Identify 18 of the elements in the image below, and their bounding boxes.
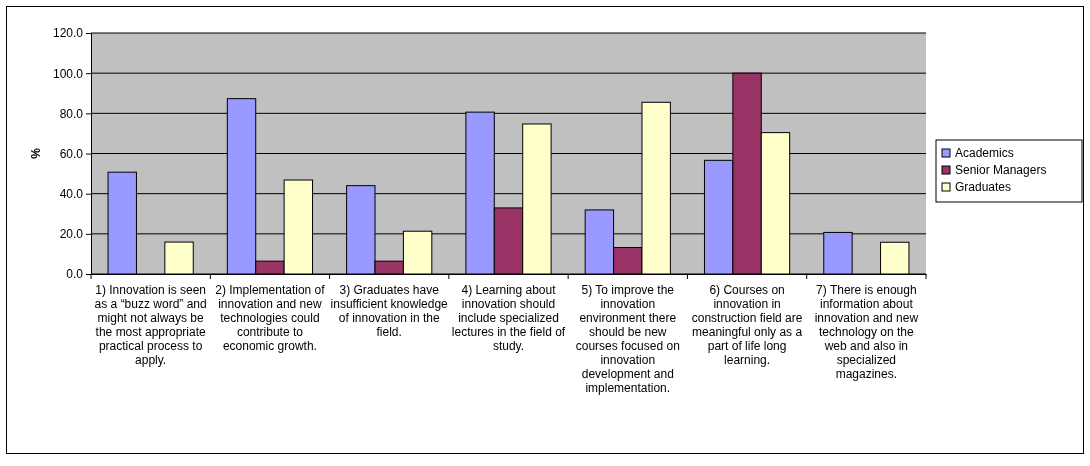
x-tick-label: 3) Graduates have insufficient knowledge of innovation in the field. xyxy=(330,283,449,339)
legend-label: Graduates xyxy=(955,180,1012,194)
y-tick-label: 40.0 xyxy=(59,187,84,202)
y-tick-label: 80.0 xyxy=(59,106,84,121)
y-tick-label: 120.0 xyxy=(52,26,84,41)
x-tick-label: 5) To improve the innovation environment there should be new courses focused on innovation development and implementation. xyxy=(575,283,680,395)
y-axis-title: % xyxy=(29,147,43,159)
x-tick-label: 1) Innovation is seen as a “buzz word” and might not always be the most appropriate practical process to apply. xyxy=(94,283,207,367)
legend-label: Academics xyxy=(955,146,1014,160)
y-tick-label: 20.0 xyxy=(59,227,84,242)
legend-label: Senior Managers xyxy=(955,163,1047,177)
x-tick-label: 2) Implementation of innovation and new technologies could contribute to economic growth. xyxy=(215,283,326,353)
x-tick-label: 6) Courses on innovation in construction field are meaningful only as a part of life long learning. xyxy=(691,283,803,367)
y-tick-label: 100.0 xyxy=(52,66,84,81)
y-tick-label: 0.0 xyxy=(66,267,84,282)
x-tick-label: 4) Learning about innovation should include specialized lectures in the field of study. xyxy=(451,283,566,353)
y-tick-label: 60.0 xyxy=(59,146,84,161)
x-tick-label: 7) There is enough information about innovation and new technology on the web and also in specialized magazines. xyxy=(814,283,919,381)
